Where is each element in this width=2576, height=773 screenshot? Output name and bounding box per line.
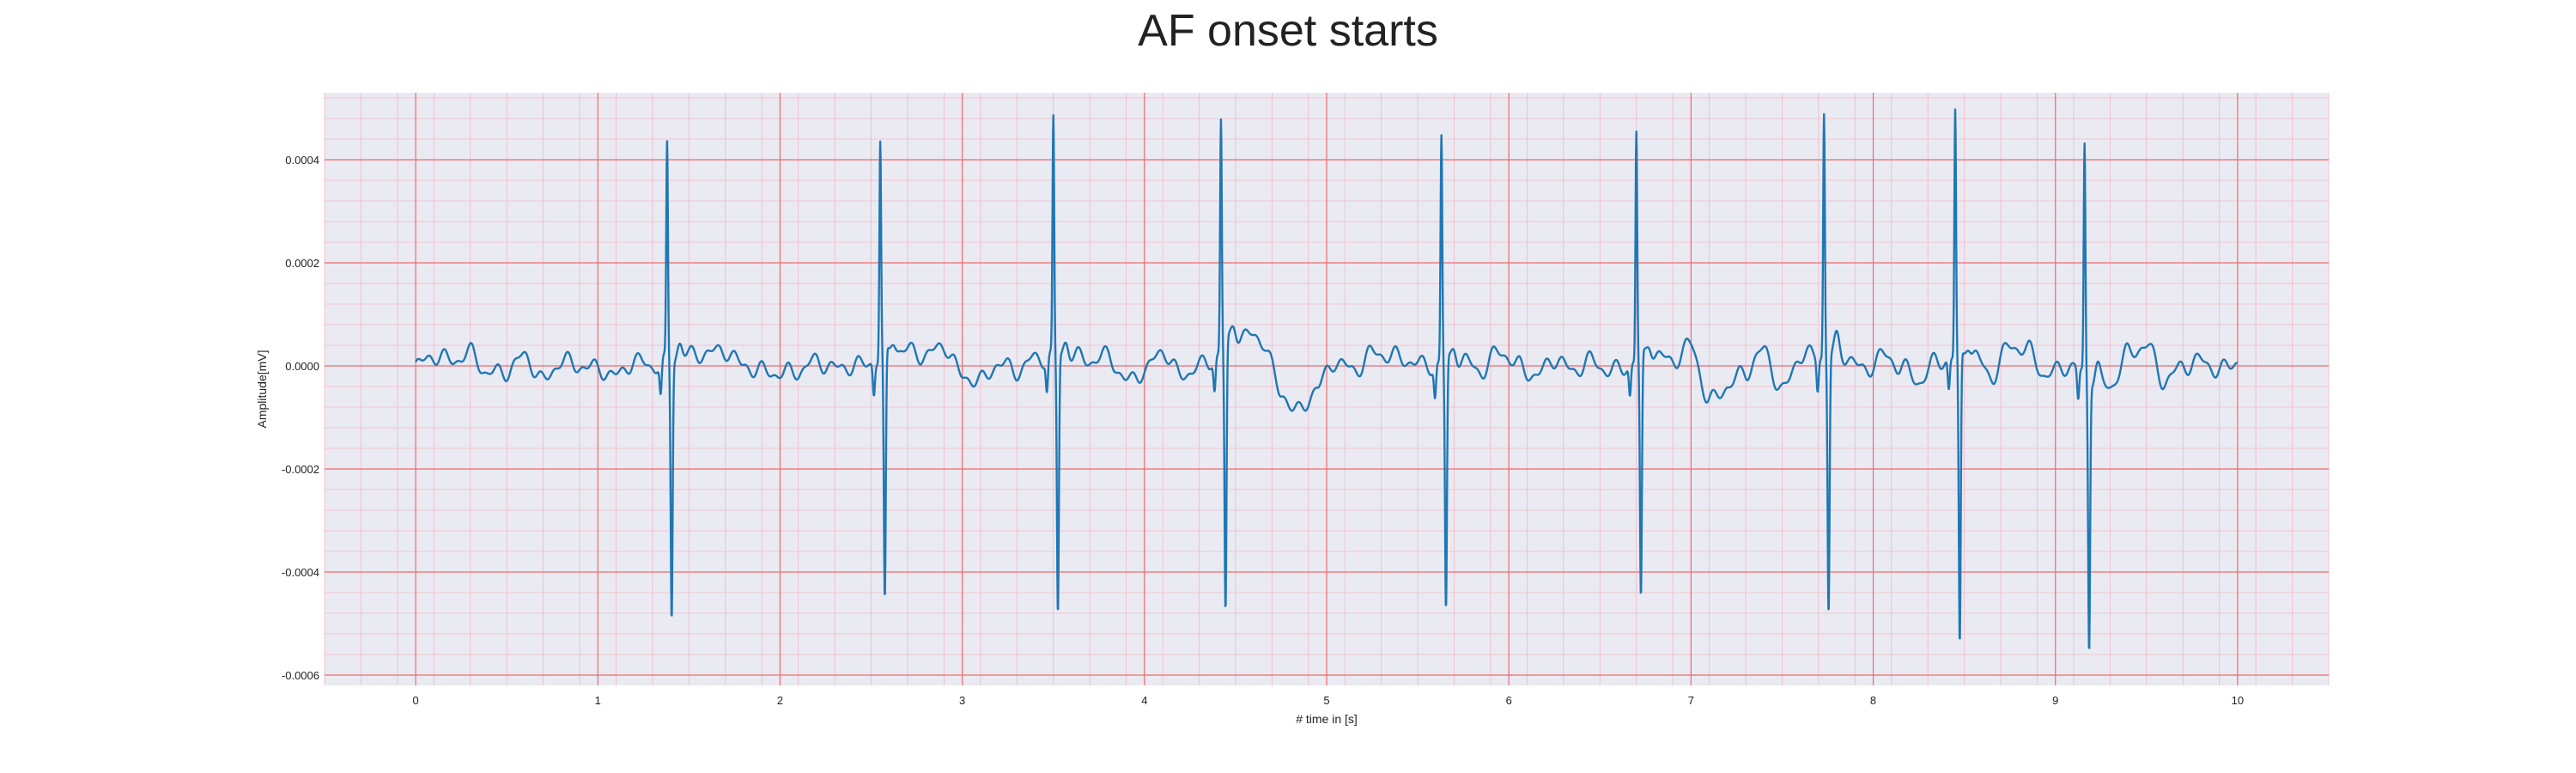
y-tick-labels: -0.0006 -0.0004 -0.0002 0.0000 0.0002 0.0004 <box>282 154 319 682</box>
major-grid <box>325 93 2329 685</box>
x-tick-label: 3 <box>959 694 965 707</box>
x-tick-label: 9 <box>2052 694 2058 707</box>
x-tick-label: 8 <box>1870 694 1876 707</box>
y-tick-label: 0.0002 <box>285 257 319 270</box>
x-tick-label: 4 <box>1141 694 1147 707</box>
x-tick-label: 0 <box>412 694 418 707</box>
x-tick-label: 10 <box>2232 694 2244 707</box>
y-tick-label: 0.0000 <box>285 360 319 373</box>
y-tick-label: 0.0004 <box>285 154 319 167</box>
chart-title: AF onset starts <box>1138 6 1438 56</box>
y-axis-label: Amplitude[mV] <box>255 350 269 428</box>
ecg-series-line <box>415 108 2239 649</box>
x-tick-label: 7 <box>1688 694 1694 707</box>
x-tick-labels: 0 1 2 3 4 5 6 7 8 9 10 <box>412 694 2244 707</box>
y-tick-label: -0.0004 <box>282 566 319 579</box>
x-tick-label: 6 <box>1506 694 1512 707</box>
y-tick-label: -0.0006 <box>282 669 319 682</box>
x-axis-label: # time in [s] <box>1296 712 1358 726</box>
y-tick-label: -0.0002 <box>282 463 319 476</box>
x-tick-label: 5 <box>1323 694 1329 707</box>
x-tick-label: 1 <box>595 694 601 707</box>
x-tick-label: 2 <box>777 694 783 707</box>
